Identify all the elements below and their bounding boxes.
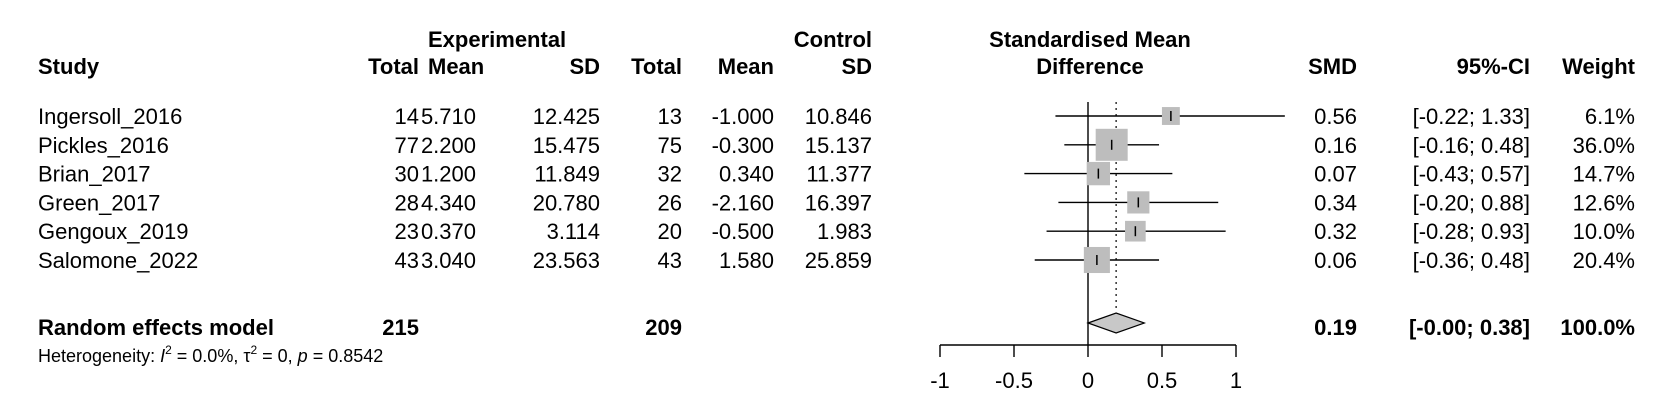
weight: 6.1% [1585, 104, 1635, 129]
c-mean: -1.000 [712, 104, 774, 129]
c-sd: 11.377 [806, 162, 872, 187]
header-e-mean: Mean [428, 54, 484, 79]
summary-weight: 100.0% [1560, 315, 1635, 340]
header-smd-title-line2: Difference [1036, 54, 1144, 79]
c-sd: 16.397 [805, 190, 872, 215]
c-total: 13 [658, 104, 682, 129]
header-ci: 95%-CI [1457, 54, 1530, 79]
smd: 0.34 [1314, 190, 1357, 215]
header-study: Study [38, 54, 100, 79]
c-sd: 10.846 [805, 104, 872, 129]
c-total: 20 [658, 219, 682, 244]
e-mean: 1.200 [421, 162, 476, 187]
x-tick-label: 0.5 [1147, 368, 1178, 393]
smd: 0.06 [1314, 248, 1357, 273]
smd: 0.32 [1314, 219, 1357, 244]
weight: 10.0% [1573, 219, 1635, 244]
e-sd: 23.563 [533, 248, 600, 273]
c-mean: -0.500 [712, 219, 774, 244]
e-sd: 3.114 [547, 219, 600, 244]
ci: [-0.36; 0.48] [1413, 248, 1530, 273]
weight: 20.4% [1573, 248, 1635, 273]
e-sd: 15.475 [533, 133, 600, 158]
header-e-total: Total [368, 54, 419, 79]
ci: [-0.20; 0.88] [1413, 190, 1530, 215]
study-name: Brian_2017 [38, 162, 151, 187]
pooled-diamond [1086, 312, 1147, 334]
e-mean: 3.040 [421, 248, 476, 273]
header-c-total: Total [631, 54, 682, 79]
c-sd: 15.137 [805, 133, 872, 158]
x-tick-label: -0.5 [995, 368, 1033, 393]
e-total: 14 [395, 104, 419, 129]
ci: [-0.43; 0.57] [1413, 162, 1530, 187]
study-name: Ingersoll_2016 [38, 104, 182, 129]
summary-smd: 0.19 [1314, 315, 1357, 340]
c-mean: -2.160 [712, 190, 774, 215]
header-control: Control [794, 27, 872, 52]
header-c-mean: Mean [718, 54, 774, 79]
c-sd: 1.983 [817, 219, 872, 244]
header-experimental: Experimental [428, 27, 566, 52]
c-mean: -0.300 [712, 133, 774, 158]
study-name: Pickles_2016 [38, 133, 169, 158]
c-mean: 1.580 [719, 248, 774, 273]
x-tick-label: 0 [1082, 368, 1094, 393]
e-mean: 0.370 [421, 219, 476, 244]
e-total: 30 [395, 162, 419, 187]
c-total: 43 [658, 248, 682, 273]
ci: [-0.16; 0.48] [1413, 133, 1530, 158]
summary-ci: [-0.00; 0.38] [1409, 315, 1530, 340]
e-sd: 11.849 [534, 162, 600, 187]
e-total: 28 [395, 190, 419, 215]
header-e-sd: SD [569, 54, 600, 79]
e-mean: 2.200 [421, 133, 476, 158]
c-mean: 0.340 [719, 162, 774, 187]
e-mean: 4.340 [421, 190, 476, 215]
c-total: 26 [658, 190, 682, 215]
e-total: 77 [395, 133, 419, 158]
summary-c-total: 209 [645, 315, 682, 340]
ci: [-0.28; 0.93] [1413, 219, 1530, 244]
x-tick-label: -1 [930, 368, 950, 393]
header-weight: Weight [1562, 54, 1636, 79]
c-total: 75 [658, 133, 682, 158]
weight: 36.0% [1573, 133, 1635, 158]
smd: 0.56 [1314, 104, 1357, 129]
study-name: Salomone_2022 [38, 248, 198, 273]
x-tick-label: 1 [1230, 368, 1242, 393]
e-total: 23 [395, 219, 419, 244]
plot-area: -1 -0.5 0 0.5 1 [930, 102, 1285, 393]
header-smd-title-line1: Standardised Mean [989, 27, 1191, 52]
ci: [-0.22; 1.33] [1413, 104, 1530, 129]
e-mean: 5.710 [421, 104, 476, 129]
heterogeneity-text: Heterogeneity: I2 = 0.0%, τ2 = 0, p = 0.… [38, 343, 383, 366]
e-total: 43 [395, 248, 419, 273]
header-c-sd: SD [841, 54, 872, 79]
weight: 12.6% [1573, 190, 1635, 215]
c-total: 32 [658, 162, 682, 187]
e-sd: 12.425 [533, 104, 600, 129]
summary-label: Random effects model [38, 315, 274, 340]
study-rows: Ingersoll_2016 14 5.710 12.425 13 -1.000 10.84… [38, 104, 1635, 273]
smd: 0.07 [1314, 162, 1357, 187]
study-name: Gengoux_2019 [38, 219, 188, 244]
summary-e-total: 215 [382, 315, 419, 340]
weight: 14.7% [1573, 162, 1635, 187]
c-sd: 25.859 [805, 248, 872, 273]
e-sd: 20.780 [533, 190, 600, 215]
smd: 0.16 [1314, 133, 1357, 158]
header-smd: SMD [1308, 54, 1357, 79]
study-name: Green_2017 [38, 190, 160, 215]
